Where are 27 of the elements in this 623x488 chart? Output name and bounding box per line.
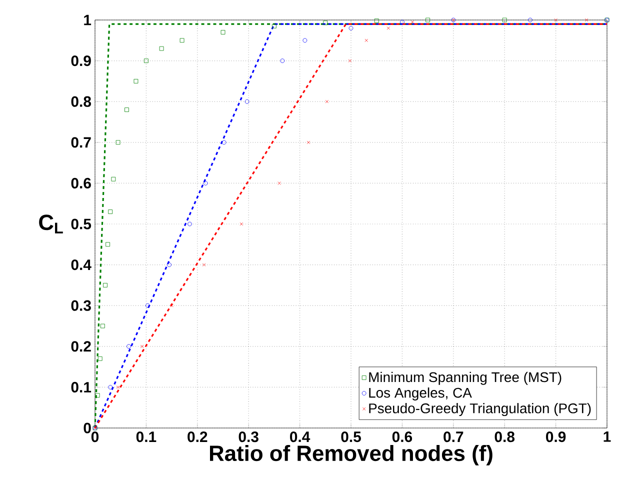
y-tick-label: 0.8 [71, 96, 92, 107]
y-tick-label: 0.6 [71, 178, 91, 188]
y-tick-label: 0.3 [71, 300, 91, 311]
x-tick-label: 0.9 [546, 432, 566, 442]
y-tick-label: 0.1 [71, 382, 92, 392]
x-tick-label: 0.1 [136, 432, 156, 442]
y-tick-label: 0.5 [71, 218, 92, 230]
x-tick-label: 0.2 [188, 432, 208, 442]
x-tick-label: 1 [604, 432, 611, 442]
x-tick-label: 0.5 [341, 432, 361, 442]
y-tick-label: 1 [84, 14, 92, 26]
legend-label: Pseudo-Greedy Triangulation (PGT) [369, 403, 591, 416]
y-tick-label: 0.9 [71, 56, 91, 66]
y-tick-label: 0 [84, 422, 91, 434]
y-axis-title: C$_{L}$ [39, 214, 63, 234]
x-tick-label: 0.6 [392, 432, 412, 442]
x-axis-title: Ratio of Removed nodes (f) [210, 444, 492, 466]
x-tick-label: 0.8 [494, 432, 515, 442]
x-tick-label: 0 [91, 432, 99, 442]
legend-label: Los Angeles, CA [369, 387, 472, 400]
y-tick-label: 0.2 [71, 341, 91, 352]
y-tick-label: 0.4 [71, 260, 92, 270]
x-tick-label: 0.3 [238, 432, 258, 442]
x-tick-label: 0.7 [444, 432, 464, 442]
x-tick-label: 0.4 [290, 432, 310, 442]
legend-label: Minimum Spanning Tree (MST) [369, 372, 562, 385]
y-tick-label: 0.7 [71, 137, 91, 148]
